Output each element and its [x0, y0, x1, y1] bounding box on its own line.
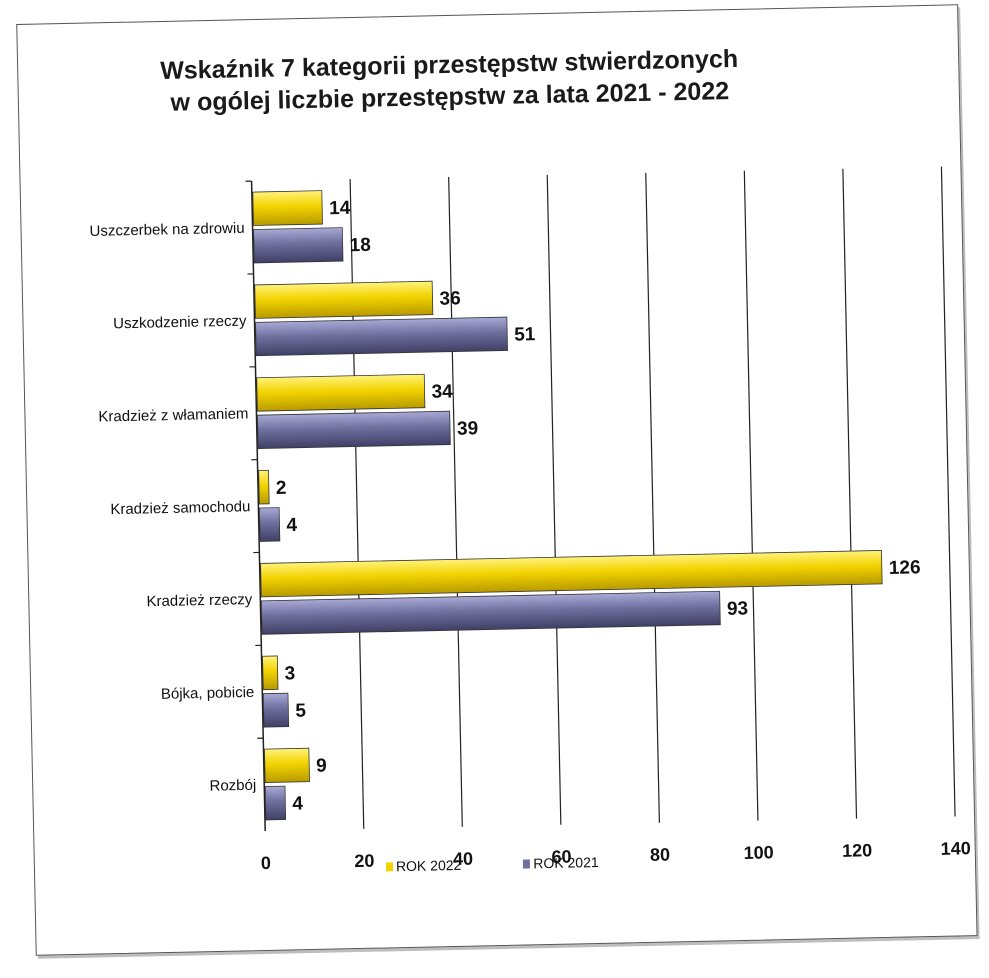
x-tick-label-100: 100	[743, 842, 773, 863]
gridline-60	[546, 174, 562, 825]
gridline-20	[349, 179, 365, 829]
category-label-3: Kradzież samochodu	[110, 498, 250, 518]
legend-label-2021: ROK 2021	[533, 853, 599, 872]
bar-rok-2022-5	[262, 655, 279, 691]
bar-rok-2021-5	[262, 692, 290, 728]
legend-swatch-2022	[385, 861, 394, 871]
gridline-100	[743, 170, 759, 821]
category-label-1: Uszkodzenie rzeczy	[113, 313, 247, 333]
plot-area: 0 20 40 60 80 100 120 140 Uszczerbek na zdrowiu 1…	[89, 166, 971, 873]
gridline-80	[645, 172, 660, 823]
value-label-rok-2021-6: 4	[292, 793, 303, 814]
legend-swatch-2021	[523, 858, 531, 869]
legend-label-2022: ROK 2022	[395, 856, 462, 875]
bar-rok-2022-3	[258, 469, 270, 505]
gridline-120	[842, 168, 858, 819]
x-tick-label-140: 140	[940, 838, 970, 859]
value-label-rok-2022-0: 14	[329, 198, 351, 219]
bar-rok-2022-2	[256, 373, 426, 412]
value-label-rok-2022-2: 34	[431, 381, 453, 402]
x-tick-label-20: 20	[354, 851, 374, 871]
x-tick-label-80: 80	[650, 845, 670, 865]
bar-rok-2022-1	[254, 280, 434, 319]
bar-rok-2021-6	[264, 785, 287, 821]
x-tick-label-40: 40	[453, 849, 473, 869]
category-label-2: Kradzież z włamaniem	[98, 405, 248, 425]
gridline-140	[940, 166, 956, 817]
bar-chart: 0 20 40 60 80 100 120 140 Uszczerbek na zdrowiu 1…	[89, 166, 971, 873]
value-label-rok-2021-4: 93	[727, 598, 749, 619]
category-label-0: Uszczerbek na zdrowiu	[89, 220, 244, 240]
value-label-rok-2022-5: 3	[284, 663, 295, 684]
bar-rok-2021-0	[253, 227, 344, 264]
category-label-5: Bójka, pobicie	[161, 684, 255, 703]
category-label-6: Rozbój	[209, 777, 256, 795]
bar-rok-2021-4	[260, 590, 721, 635]
y-axis-line	[250, 181, 266, 831]
chart-frame: Wskaźnik 7 kategorii przestępstw stwierd…	[8, 0, 989, 974]
x-tick-label-0: 0	[261, 853, 271, 873]
value-label-rok-2021-1: 51	[514, 324, 536, 345]
legend-item-2021: ROK 2021	[523, 854, 599, 872]
bar-rok-2022-4	[260, 550, 883, 598]
bar-rok-2021-1	[255, 316, 508, 357]
bar-rok-2022-6	[264, 747, 310, 783]
category-label-4: Kradzież rzeczy	[146, 591, 253, 610]
value-label-rok-2022-6: 9	[316, 756, 327, 777]
value-label-rok-2022-1: 36	[439, 288, 461, 309]
bar-rok-2021-3	[259, 507, 281, 542]
gridline-40	[448, 176, 463, 827]
bar-rok-2022-0	[252, 190, 323, 226]
value-label-rok-2021-3: 4	[286, 515, 297, 536]
value-label-rok-2022-4: 126	[889, 557, 921, 579]
bar-rok-2021-2	[257, 410, 451, 450]
legend-item-2022: ROK 2022	[385, 856, 462, 875]
value-label-rok-2021-5: 5	[295, 701, 306, 722]
value-label-rok-2021-0: 18	[349, 235, 371, 256]
x-tick-label-60: 60	[551, 847, 571, 867]
value-label-rok-2021-2: 39	[457, 418, 479, 439]
value-label-rok-2022-3: 2	[276, 478, 287, 499]
x-tick-label-120: 120	[842, 840, 872, 861]
